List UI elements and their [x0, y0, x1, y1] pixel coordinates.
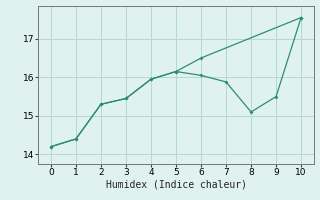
X-axis label: Humidex (Indice chaleur): Humidex (Indice chaleur)	[106, 180, 246, 190]
